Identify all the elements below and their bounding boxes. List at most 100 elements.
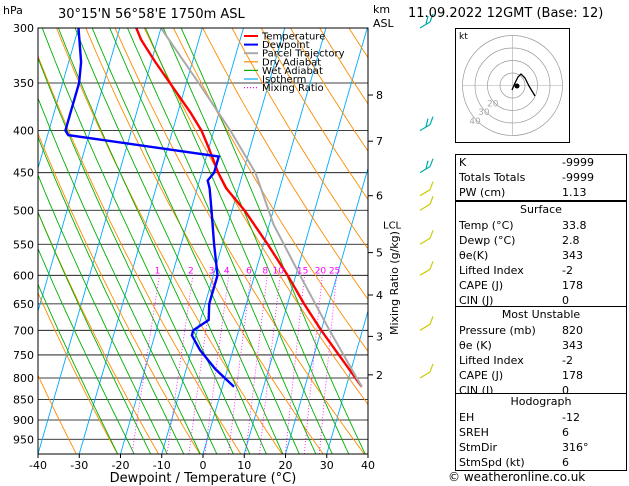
hodograph-ring-label: 30 <box>478 108 490 118</box>
mixing-ratio-line <box>131 275 160 454</box>
row-label: Temp (°C) <box>459 219 514 232</box>
copyright-text[interactable]: © weatheronline.co.uk <box>448 470 586 484</box>
row-label: Lifted Index <box>459 354 524 367</box>
table-row: EH -12 <box>456 410 626 425</box>
lcl-label: LCL <box>383 220 402 231</box>
storm-motion-marker <box>514 83 520 89</box>
row-value: 343 <box>562 339 583 352</box>
wet-adiabat <box>38 247 135 454</box>
hodograph-unit: kt <box>459 32 468 42</box>
x-tick-label: -10 <box>153 459 171 472</box>
wind-barb <box>419 181 434 197</box>
x-tick-label: 0 <box>200 459 207 472</box>
row-value: 178 <box>562 279 583 292</box>
mixing-ratio-label: 2 <box>188 266 194 276</box>
pressure-tick-label: 500 <box>13 204 34 217</box>
table-row: StmDir 316° <box>456 440 626 455</box>
mixing-ratio-line <box>318 275 337 454</box>
dry-adiabat <box>38 291 118 454</box>
row-value: 343 <box>562 249 583 262</box>
table-row: Lifted Index -2 <box>456 353 626 368</box>
dry-adiabat <box>38 211 159 454</box>
hodograph-table-title: Hodograph <box>510 395 572 408</box>
km-tick-label: 8 <box>376 89 383 102</box>
dry-adiabat <box>143 28 368 406</box>
x-tick-label: 10 <box>237 459 251 472</box>
dry-adiabat <box>56 28 283 454</box>
index-label: PW (cm) <box>459 186 506 199</box>
mixing-ratio-label: 6 <box>246 266 252 276</box>
x-axis-label: Dewpoint / Temperature (°C) <box>110 471 297 486</box>
x-tick-label: 30 <box>320 459 334 472</box>
table-row: SREH 6 <box>456 425 626 440</box>
row-label: θe (K) <box>459 339 492 352</box>
wind-barb <box>419 230 434 245</box>
mixing-ratio-label: 10 <box>273 266 285 276</box>
index-row-pw: PW (cm) 1.13 <box>456 185 626 200</box>
row-label: SREH <box>459 426 489 439</box>
wet-adiabat <box>57 28 251 454</box>
row-label: CIN (J) <box>459 294 494 307</box>
parcel-trajectory-line <box>160 28 363 388</box>
location-title: 30°15'N 56°58'E 1750m ASL <box>58 7 246 22</box>
wet-adiabat <box>145 28 333 454</box>
dry-adiabat <box>114 28 365 454</box>
isotherm <box>78 28 203 454</box>
table-row: θe (K) 343 <box>456 338 626 353</box>
wet-adiabat <box>41 28 234 454</box>
row-value: 6 <box>562 456 569 469</box>
pressure-tick-label: 350 <box>13 77 34 90</box>
km-tick-label: 3 <box>376 330 383 343</box>
isotherm <box>120 28 244 454</box>
isotherm <box>243 28 368 454</box>
mixing-ratio-line <box>166 275 194 454</box>
km-tick-label: 4 <box>376 289 383 302</box>
date-title: 11.09.2022 12GMT (Base: 12) <box>408 6 604 21</box>
row-label: EH <box>459 411 475 424</box>
wet-adiabat <box>38 211 152 454</box>
table-row: θe(K) 343 <box>456 248 626 263</box>
wet-adiabat <box>162 28 350 454</box>
mixing-ratio-label: 1 <box>155 266 161 276</box>
indices-table: K -9999 Totals Totals -9999 PW (cm) 1.13 <box>455 154 627 201</box>
legend-label: Temperature <box>261 32 325 43</box>
index-label: K <box>459 156 467 169</box>
mixing-ratio-line <box>284 275 305 454</box>
dry-adiabat <box>260 28 368 201</box>
row-value: 820 <box>562 324 583 337</box>
wet-adiabat <box>127 28 317 454</box>
mixing-ratio-line <box>204 275 230 454</box>
km-tick-label: 2 <box>376 369 383 382</box>
mixing-ratio-label: 3 <box>209 266 215 276</box>
x-tick-label: -30 <box>70 459 88 472</box>
row-value: 0 <box>562 294 569 307</box>
row-label: StmSpd (kt) <box>459 456 525 469</box>
row-label: CAPE (J) <box>459 279 504 292</box>
pressure-tick-label: 950 <box>13 433 34 446</box>
mixing-ratio-line <box>245 275 268 454</box>
row-value: 33.8 <box>562 219 587 232</box>
mixing-ratio-label: 8 <box>262 266 268 276</box>
dry-adiabat <box>38 374 77 454</box>
legend-label: Mixing Ratio <box>262 83 324 94</box>
table-row: Temp (°C) 33.8 <box>456 218 626 233</box>
surface-table: Surface Temp (°C) 33.8 Dewp (°C) 2.8 θe(K)… <box>455 201 627 309</box>
wet-adiabat <box>38 283 119 454</box>
table-row: CAPE (J) 178 <box>456 278 626 293</box>
mixing-ratio-line <box>228 275 252 454</box>
copyright[interactable]: © weatheronline.co.uk <box>448 470 585 484</box>
legend-label: Dewpoint <box>262 40 310 51</box>
hodograph-ring-label: 40 <box>469 117 481 127</box>
index-value: -9999 <box>562 156 594 169</box>
table-row: StmSpd (kt) 6 <box>456 455 626 470</box>
legend-label: Dry Adiabat <box>262 57 321 68</box>
index-row-totals: Totals Totals -9999 <box>456 170 626 185</box>
wind-barb <box>419 316 434 331</box>
wind-barb <box>419 116 434 132</box>
pressure-tick-label: 450 <box>13 167 34 180</box>
hpa-label: hPa <box>3 4 23 17</box>
mixing-ratio-label: 25 <box>329 266 340 276</box>
dry-adiabat <box>173 28 368 352</box>
wind-barbs <box>419 13 434 379</box>
